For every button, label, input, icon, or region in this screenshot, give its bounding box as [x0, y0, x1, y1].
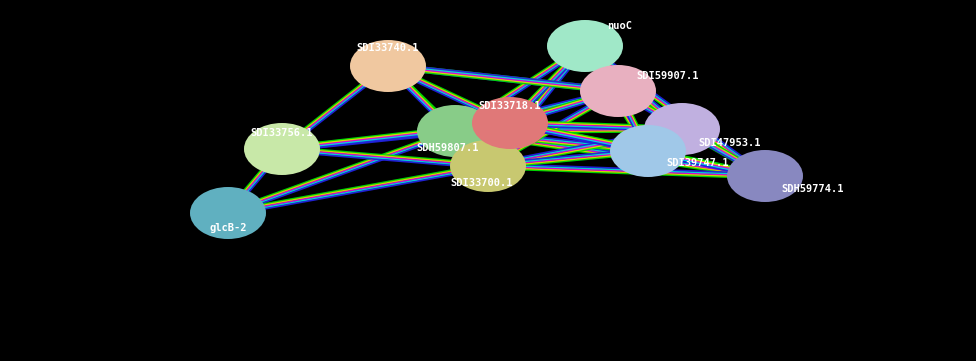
Text: SDI33700.1: SDI33700.1	[451, 178, 513, 188]
Ellipse shape	[244, 123, 320, 175]
Ellipse shape	[472, 97, 548, 149]
Text: SDI39747.1: SDI39747.1	[667, 158, 729, 168]
Ellipse shape	[547, 20, 623, 72]
Text: SDI33718.1: SDI33718.1	[479, 101, 542, 111]
Ellipse shape	[580, 65, 656, 117]
Text: SDI47953.1: SDI47953.1	[699, 138, 761, 148]
Text: SDI33756.1: SDI33756.1	[251, 128, 313, 138]
Text: SDI33740.1: SDI33740.1	[357, 43, 420, 53]
Ellipse shape	[350, 40, 426, 92]
Text: SDH59807.1: SDH59807.1	[417, 143, 479, 153]
Text: nuoC: nuoC	[607, 21, 632, 31]
Ellipse shape	[450, 140, 526, 192]
Ellipse shape	[610, 125, 686, 177]
Ellipse shape	[727, 150, 803, 202]
Ellipse shape	[417, 105, 493, 157]
Ellipse shape	[190, 187, 266, 239]
Text: SDI59907.1: SDI59907.1	[636, 71, 699, 81]
Ellipse shape	[644, 103, 720, 155]
Text: SDH59774.1: SDH59774.1	[782, 184, 844, 194]
Text: glcB-2: glcB-2	[209, 223, 247, 233]
